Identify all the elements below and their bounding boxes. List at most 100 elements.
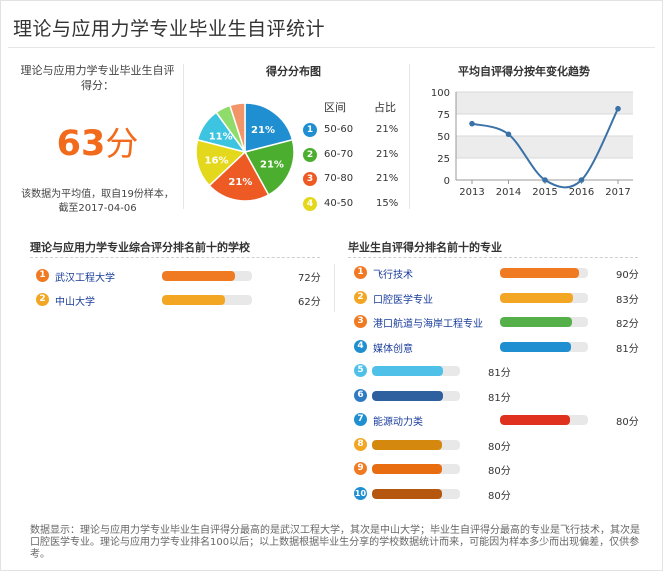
trend-title: 平均自评得分按年变化趋势 [458, 65, 590, 78]
pie-slice [228, 102, 246, 153]
score-value-label: 81分 [616, 343, 639, 355]
score-value-label: 80分 [488, 490, 511, 502]
x-tick-label: 2014 [496, 187, 521, 198]
rank-badge: 7 [354, 413, 367, 426]
rank-badge: 10 [354, 486, 367, 500]
score-value-label: 82分 [616, 319, 639, 330]
rank-badge: 2 [354, 290, 367, 304]
pie-slice-label: 16% [205, 155, 229, 166]
pie-title: 得分分布图 [266, 65, 321, 78]
major-name-link[interactable]: 飞行技术 [373, 270, 413, 281]
legend-range: 70-80 [324, 173, 354, 184]
score-bar-track [162, 295, 252, 305]
score-bar-fill [500, 341, 572, 352]
legend-number-badge: 4 [303, 196, 317, 211]
rank-badge: 1 [354, 266, 367, 279]
score-bar-track [372, 366, 460, 376]
legend-range: 40-50 [324, 197, 354, 209]
data-point [469, 120, 475, 127]
major-rank-item: 9 80分 [354, 461, 644, 477]
majors-section-title: 毕业生自评得分排名前十的专业 [348, 241, 502, 254]
pie-slice [195, 138, 247, 187]
data-point [615, 105, 621, 112]
school-rank-item: 2 中山大学 62分 [36, 292, 326, 308]
score-value-label: 80分 [616, 417, 639, 428]
rank-badge: 6 [354, 388, 367, 402]
score-value: 63分 [20, 117, 175, 165]
score-bar-fill [500, 268, 580, 278]
data-point [505, 131, 512, 138]
pie-slice-label: 11% [209, 131, 233, 142]
major-rank-item: 10 80分 [354, 486, 644, 502]
x-tick-label: 2015 [532, 187, 557, 198]
pie-slice [244, 102, 294, 153]
legend-pct: 21% [376, 173, 399, 184]
legend-pct: 21% [376, 148, 399, 160]
grid-band [456, 92, 633, 114]
major-rank-item: 6 81分 [354, 388, 644, 404]
legend-range: 50-60 [324, 124, 354, 135]
major-rank-item: 4 媒体创意 81分 [354, 339, 644, 355]
score-bar-track [162, 271, 252, 281]
legend-number-badge: 2 [303, 147, 317, 162]
score-bar-fill [372, 390, 444, 401]
rank-badge: 1 [36, 269, 49, 282]
legend-header-pct: 占比 [374, 101, 396, 114]
school-name-link[interactable]: 中山大学 [55, 297, 95, 308]
rank-badge: 4 [354, 339, 367, 353]
school-name-link[interactable]: 武汉工程大学 [55, 273, 115, 284]
score-bar-fill [500, 415, 571, 425]
score-note: 该数据为平均值，取自19份样本，截至2017-04-06 [21, 189, 174, 214]
score-bar-fill [372, 464, 443, 474]
major-name-link[interactable]: 媒体创意 [373, 343, 413, 355]
x-tick-label: 2016 [569, 187, 594, 198]
rank-badge: 3 [354, 315, 367, 328]
major-rank-item: 2 口腔医学专业 83分 [354, 290, 644, 306]
major-name-link[interactable]: 口腔医学专业 [373, 294, 433, 306]
major-name-link[interactable]: 港口航道与海岸工程专业 [373, 319, 483, 330]
score-number: 63 [56, 124, 106, 164]
pie-slice-label: 21% [228, 177, 252, 188]
score-bar-track [500, 317, 588, 327]
y-tick-label: 25 [437, 154, 450, 165]
rank-badge: 8 [354, 437, 367, 451]
schools-divider [30, 257, 320, 259]
trend-line-chart: 0 25 50 75 100 2013 2014 2015 2016 2017 [431, 88, 633, 198]
major-rank-item: 1 飞行技术 90分 [354, 265, 644, 281]
score-bar-fill [372, 488, 443, 499]
legend-range: 60-70 [324, 148, 354, 160]
score-bar-fill [500, 292, 574, 303]
school-rank-item: 1 武汉工程大学 72分 [36, 268, 326, 284]
footer-note: 数据显示：理论与应用力学专业毕业生自评得分最高的是武汉工程大学，其次是中山大学；… [30, 525, 640, 560]
divider [334, 264, 335, 312]
score-bar-fill [162, 271, 236, 281]
score-value-label: 72分 [298, 273, 321, 284]
page-title: 理论与应用力学专业毕业生自评统计 [13, 18, 326, 40]
score-value-label: 80分 [488, 441, 511, 453]
x-tick-label: 2013 [459, 187, 484, 198]
score-bar-track [372, 488, 460, 499]
score-bar-fill [372, 439, 443, 450]
legend-pct: 15% [376, 197, 399, 209]
major-name-link[interactable]: 能源动力类 [373, 417, 423, 428]
score-value-label: 83分 [616, 294, 639, 306]
major-rank-item: 8 80分 [354, 437, 644, 453]
y-tick-label: 50 [437, 132, 450, 143]
legend-number-badge: 3 [303, 172, 317, 186]
rank-badge: 9 [354, 462, 367, 475]
score-value-label: 90分 [616, 270, 639, 281]
data-point [542, 177, 548, 183]
score-bar-track [500, 268, 588, 278]
pie-slice-label: 21% [251, 125, 275, 136]
grid-band [456, 136, 633, 158]
divider [183, 64, 184, 209]
major-rank-item: 3 港口航道与海岸工程专业 82分 [354, 314, 644, 330]
score-bar-track [372, 464, 460, 474]
score-bar-track [372, 390, 460, 401]
score-bar-fill [500, 317, 573, 327]
major-rank-item: 5 81分 [354, 363, 644, 379]
majors-divider [348, 257, 638, 259]
divider [409, 64, 410, 209]
title-divider [8, 47, 655, 48]
legend-header-range: 区间 [324, 101, 346, 114]
